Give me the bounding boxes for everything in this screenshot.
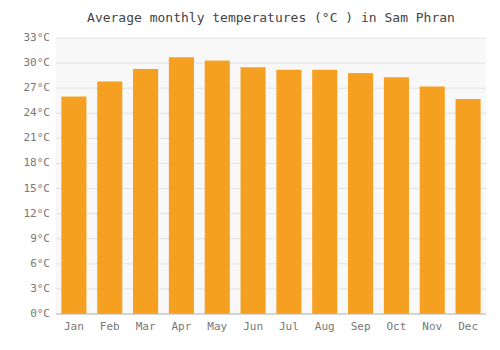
chart: 0°C 3°C 6°C 9°C 12°C 15°C 18°C 21°C 24°C 27°C 30°C… (0, 0, 500, 350)
bar (420, 87, 445, 314)
y-tick-label: 15°C (24, 182, 51, 195)
x-tick-label: Dec (458, 320, 478, 333)
x-tick-label: Feb (100, 320, 120, 333)
bar (241, 67, 266, 314)
y-tick-label: 9°C (30, 232, 50, 245)
x-tick-label: Nov (422, 320, 442, 333)
grid-line (56, 314, 486, 315)
x-tick-label: Apr (171, 320, 191, 333)
y-tick-label: 18°C (24, 156, 51, 169)
x-tick-label: Mar (136, 320, 156, 333)
grid-line (56, 38, 486, 39)
y-tick-label: 3°C (30, 282, 50, 295)
bar (61, 97, 86, 314)
x-tick-label: Sep (351, 320, 371, 333)
bar (276, 70, 301, 314)
x-axis-line (56, 314, 486, 315)
x-tick-label: Jul (279, 320, 299, 333)
y-tick-label: 30°C (24, 56, 51, 69)
bar (133, 69, 158, 314)
y-tick-label: 21°C (24, 131, 51, 144)
bar (348, 73, 373, 314)
bar (312, 70, 337, 314)
bars (61, 57, 480, 314)
y-axis: 0°C 3°C 6°C 9°C 12°C 15°C 18°C 21°C 24°C 27°C 30°C… (24, 31, 487, 320)
bar (205, 61, 230, 314)
plot-background (56, 38, 486, 314)
x-tick-label: Oct (386, 320, 406, 333)
x-tick-label: May (207, 320, 227, 333)
y-tick-label: 27°C (24, 81, 51, 94)
y-tick-label: 6°C (30, 257, 50, 270)
bar (384, 77, 409, 314)
title: Average monthly temperatures (°C ) in Sa… (87, 10, 455, 25)
grid-line (56, 63, 486, 64)
x-tick-label: Jan (64, 320, 84, 333)
y-tick-label: 33°C (24, 31, 51, 44)
x-tick-label: Jun (243, 320, 263, 333)
bar (169, 57, 194, 314)
y-tick-label: 24°C (24, 106, 51, 119)
bar (97, 81, 122, 314)
x-tick-label: Aug (315, 320, 335, 333)
y-tick-label: 0°C (30, 307, 50, 320)
bar (456, 99, 481, 314)
x-axis: Jan Feb Mar Apr May Jun Jul Aug Sep Oct Nov Dec (64, 320, 478, 333)
y-tick-label: 12°C (24, 207, 51, 220)
